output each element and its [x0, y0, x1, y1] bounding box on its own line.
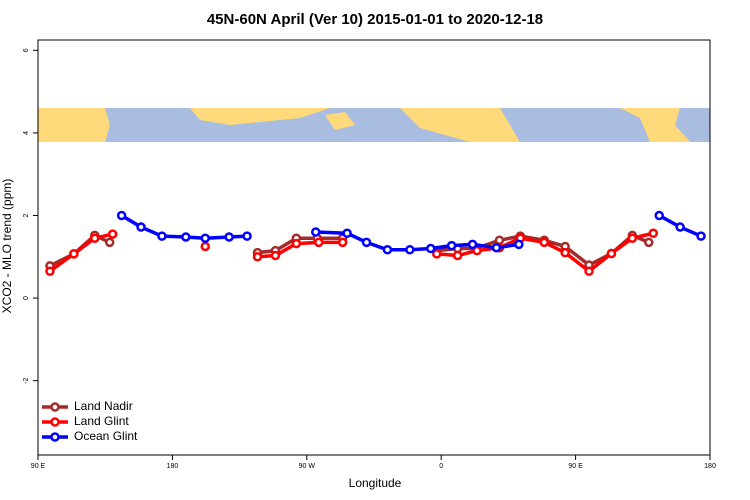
data-point [291, 238, 302, 249]
data-point [494, 235, 505, 246]
data-point [627, 233, 638, 243]
data-point [200, 241, 211, 252]
y-tick-label: 6 [23, 48, 30, 52]
y-tick-label: -2 [23, 377, 30, 383]
y-tick-label: 2 [23, 213, 30, 217]
data-point [425, 243, 436, 254]
legend-marker [50, 432, 60, 442]
data-point [405, 245, 415, 255]
data-point [431, 249, 442, 259]
x-axis-label: Longitude [349, 476, 402, 490]
data-point [69, 249, 79, 259]
data-point [382, 245, 393, 255]
data-point [311, 227, 321, 237]
data-point [644, 237, 654, 248]
data-point [342, 228, 352, 239]
legend-label: Land Nadir [74, 399, 133, 413]
data-point [446, 240, 457, 251]
data-point [514, 239, 524, 250]
data-point [270, 250, 281, 261]
chart-title: 45N-60N April (Ver 10) 2015-01-01 to 202… [207, 11, 543, 28]
y-tick-label: 0 [23, 296, 30, 300]
legend-marker [50, 402, 60, 412]
data-point [200, 233, 211, 243]
data-point [472, 245, 482, 256]
data-point [104, 237, 115, 248]
legend-marker [50, 417, 60, 427]
data-point [491, 242, 502, 253]
data-point [654, 210, 664, 221]
x-tick-label: 0 [439, 463, 443, 470]
y-axis-label: XCO2 - MLO trend (ppm) [0, 179, 14, 314]
data-point [107, 229, 118, 239]
x-tick-label: 90 E [31, 463, 46, 470]
data-point [452, 250, 463, 261]
data-point [584, 266, 594, 276]
data-point [648, 228, 659, 239]
data-point [45, 266, 55, 276]
data-point [157, 231, 167, 241]
data-point [224, 232, 234, 242]
data-point [136, 222, 146, 232]
y-tick-label: 4 [23, 131, 30, 135]
data-point [337, 237, 348, 248]
legend-label: Land Glint [74, 414, 129, 428]
data-point [675, 222, 685, 232]
plot-frame [37, 39, 711, 456]
data-point [696, 231, 706, 241]
data-point [116, 210, 127, 221]
data-point [252, 252, 263, 262]
x-tick-label: 90 W [299, 463, 316, 470]
data-point [560, 247, 570, 258]
data-point [313, 237, 324, 248]
x-tick-label: 180 [704, 463, 716, 470]
data-point [467, 239, 478, 250]
legend-label: Ocean Glint [74, 429, 138, 443]
x-tick-label: 90 E [568, 463, 583, 470]
data-point [89, 233, 100, 243]
map-strip [38, 108, 710, 142]
data-point [242, 231, 252, 241]
data-point [606, 248, 617, 259]
data-point [181, 232, 191, 242]
x-tick-label: 180 [167, 463, 179, 470]
data-point [539, 237, 549, 248]
data-point [361, 237, 372, 248]
